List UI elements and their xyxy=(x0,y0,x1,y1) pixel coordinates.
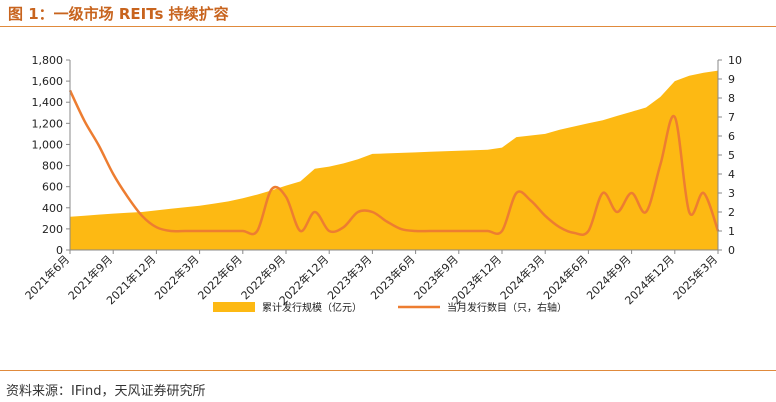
x-tick-label: 2025年3月 xyxy=(670,252,720,302)
right-tick-label: 2 xyxy=(728,206,735,219)
left-tick-label: 1,600 xyxy=(32,75,64,88)
x-tick-label: 2023年6月 xyxy=(368,252,418,302)
right-tick-label: 5 xyxy=(728,149,735,162)
left-tick-label: 1,800 xyxy=(32,54,64,67)
dual-axis-chart: 0 200 400 600 800 1,000 1,200 1,400 1,600 1,800 0 1… xyxy=(22,54,742,314)
figure-title: 图 1：一级市场 REITs 持续扩容 xyxy=(8,5,229,23)
right-tick-label: 8 xyxy=(728,92,735,105)
x-tick-label: 2022年3月 xyxy=(152,252,202,302)
right-tick-label: 3 xyxy=(728,187,735,200)
x-tick-label: 2021年6月 xyxy=(22,252,72,302)
legend-label-area: 累计发行规模（亿元） xyxy=(262,301,362,314)
right-tick-label: 0 xyxy=(728,244,735,257)
source-rule xyxy=(0,370,776,371)
legend-swatch-area xyxy=(213,302,255,312)
title-rule xyxy=(0,26,776,27)
right-tick-label: 10 xyxy=(728,54,742,67)
x-tick-label: 2023年3月 xyxy=(324,252,374,302)
area-layer xyxy=(70,70,718,250)
left-tick-label: 1,000 xyxy=(32,138,64,151)
left-tick-label: 200 xyxy=(42,223,63,236)
left-tick-label: 1,400 xyxy=(32,96,64,109)
series-line-monthly-count xyxy=(68,89,720,236)
left-tick-label: 600 xyxy=(42,181,63,194)
x-tick-label: 2024年6月 xyxy=(540,252,590,302)
line-layer xyxy=(68,89,720,236)
legend: 累计发行规模（亿元） 当月发行数目（只，右轴） xyxy=(213,301,567,314)
left-tick-label: 800 xyxy=(42,160,63,173)
legend-label-line: 当月发行数目（只，右轴） xyxy=(447,301,567,314)
x-tick-label: 2022年6月 xyxy=(195,252,245,302)
left-tick-label: 400 xyxy=(42,202,63,215)
right-tick-label: 6 xyxy=(728,130,735,143)
source-note: 资料来源：IFind，天风证券研究所 xyxy=(6,384,206,399)
right-tick-label: 4 xyxy=(728,168,735,181)
right-tick-label: 9 xyxy=(728,73,735,86)
series-area-cumulative xyxy=(70,70,718,250)
right-tick-label: 1 xyxy=(728,225,735,238)
right-tick-label: 7 xyxy=(728,111,735,124)
x-tick-label: 2024年3月 xyxy=(497,252,547,302)
left-tick-label: 0 xyxy=(56,244,63,257)
left-tick-label: 1,200 xyxy=(32,117,64,130)
